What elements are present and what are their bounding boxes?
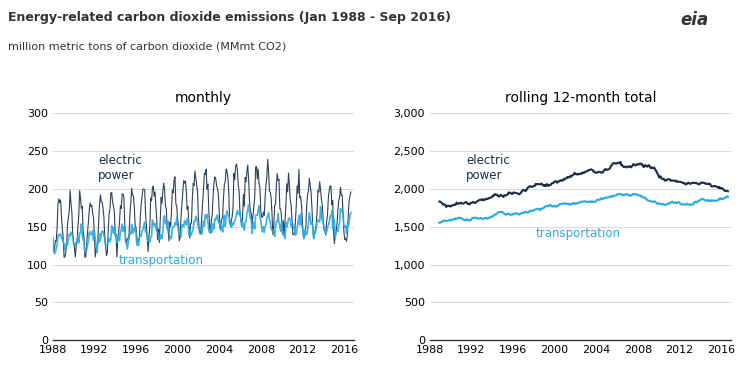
Title: rolling 12-month total: rolling 12-month total bbox=[505, 91, 656, 105]
Text: transportation: transportation bbox=[535, 227, 621, 240]
Text: electric
power: electric power bbox=[466, 154, 510, 182]
Text: eia: eia bbox=[681, 11, 709, 29]
Text: million metric tons of carbon dioxide (MMmt CO2): million metric tons of carbon dioxide (M… bbox=[8, 42, 286, 51]
Text: transportation: transportation bbox=[119, 254, 204, 267]
Text: Energy-related carbon dioxide emissions (Jan 1988 - Sep 2016): Energy-related carbon dioxide emissions … bbox=[8, 11, 451, 24]
Text: electric
power: electric power bbox=[98, 154, 142, 182]
Title: monthly: monthly bbox=[175, 91, 232, 105]
